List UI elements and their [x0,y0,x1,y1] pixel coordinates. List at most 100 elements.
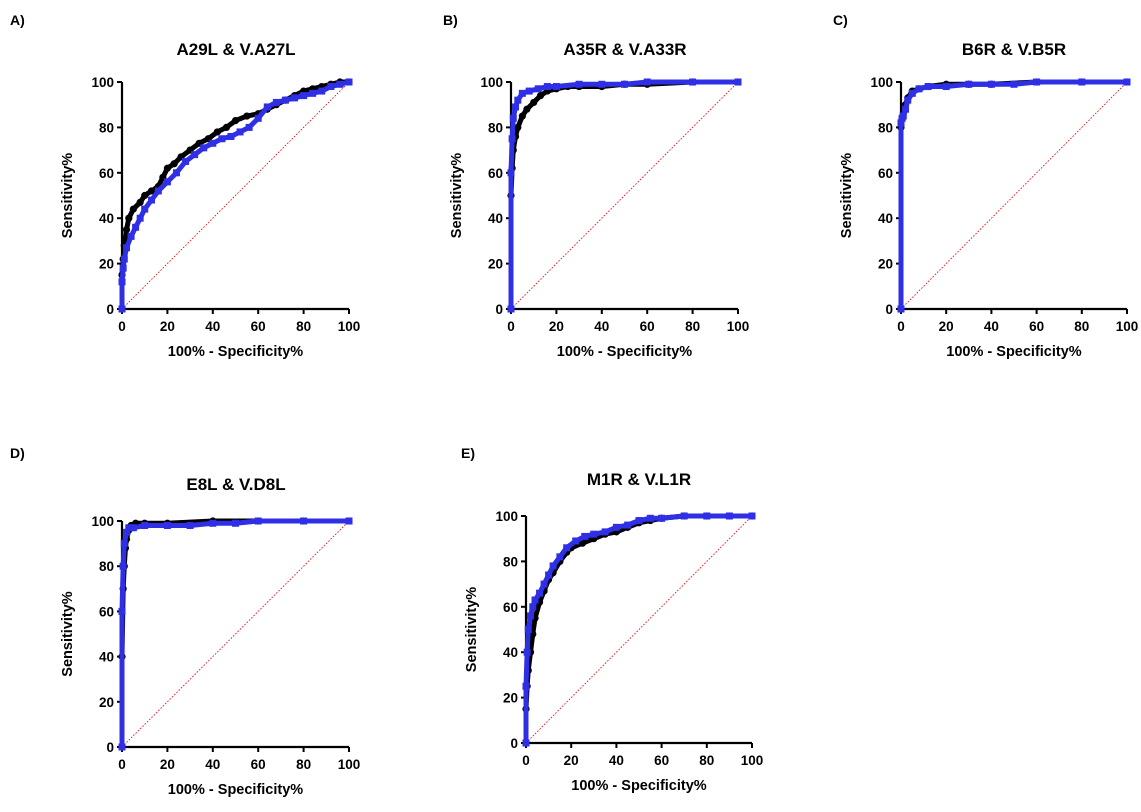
roc-point [318,87,326,95]
y-tick-label: 40 [503,645,518,660]
chart-title: M1R & V.L1R [587,470,691,489]
roc-point [336,80,344,88]
roc-point [227,132,235,140]
roc-point [345,78,353,86]
panel-letter: B) [443,12,458,28]
roc-series-2 [507,78,742,313]
roc-point [549,562,557,570]
roc-panel-3: C) B6R & V.B5R 0 20 40 60 80 100 0 20 40 60 80 100 100… [833,12,1138,360]
x-tick-label: 60 [251,319,266,334]
roc-point [272,98,280,106]
y-axis-label: Sensitivity% [60,591,76,677]
x-tick-label: 100 [727,319,750,334]
roc-point [147,187,156,195]
roc-point [309,89,317,97]
roc-point [527,612,535,620]
roc-point [507,169,515,177]
roc-point [123,244,131,252]
roc-point [987,80,995,88]
y-tick-label: 40 [488,211,503,226]
roc-point [575,80,583,88]
roc-point [186,522,194,530]
y-tick-label: 20 [99,695,114,710]
y-tick-label: 60 [488,166,503,181]
roc-point [899,112,907,120]
reference-diagonal [121,520,350,748]
roc-point [531,596,539,604]
roc-point [231,116,240,125]
y-tick-label: 60 [99,166,114,181]
roc-point [578,539,587,547]
roc-point [123,528,131,536]
roc-panel-5: E) M1R & V.L1R 0 20 40 60 80 100 0 20 40 60 80 100 100… [461,445,763,794]
roc-point [119,264,127,272]
x-axis-label: 100% - Specificity% [571,778,706,794]
reference-diagonal [510,81,739,310]
roc-point [507,305,515,313]
x-tick-label: 0 [118,319,126,334]
x-tick-label: 20 [939,319,954,334]
roc-point [525,87,533,95]
y-tick-label: 0 [885,302,893,317]
roc-point [243,112,251,120]
x-axis-label: 100% - Specificity% [557,344,692,360]
roc-point [1123,78,1131,86]
roc-point [1078,78,1086,86]
y-tick-label: 0 [495,302,503,317]
roc-point [132,223,140,231]
roc-panel-4: D) E8L & V.D8L 0 20 40 60 80 100 0 20 40 60 80 100 100… [10,445,360,798]
roc-point [191,151,199,159]
roc-point [703,512,711,520]
roc-point [141,522,149,530]
roc-point [232,519,239,527]
x-tick-label: 40 [594,319,609,334]
roc-point [536,589,544,597]
roc-point [689,78,697,86]
x-tick-label: 60 [1029,319,1044,334]
reference-diagonal [900,81,1128,310]
roc-point [523,105,531,113]
x-tick-label: 20 [564,753,579,768]
x-tick-label: 20 [549,319,564,334]
y-axis-label: Sensitivity% [60,153,76,239]
roc-point [141,205,149,213]
x-tick-label: 80 [685,319,700,334]
x-tick-label: 0 [507,319,515,334]
roc-point [904,96,912,104]
roc-point [522,682,530,690]
y-tick-label: 100 [495,509,518,524]
roc-point [540,580,548,588]
roc-point [125,214,133,222]
roc-point [129,524,137,532]
roc-point [291,94,299,102]
x-tick-label: 40 [609,753,624,768]
roc-point [908,89,916,97]
x-tick-label: 100 [1116,319,1139,334]
roc-point [680,512,688,520]
y-tick-label: 80 [99,120,114,135]
roc-point [245,123,253,131]
roc-point [897,305,905,313]
roc-point [915,85,923,93]
x-tick-label: 0 [897,319,905,334]
y-tick-label: 40 [99,211,114,226]
y-tick-label: 0 [106,740,114,755]
x-tick-label: 0 [522,753,530,768]
roc-point [536,92,545,100]
x-axis-label: 100% - Specificity% [168,344,303,360]
y-tick-label: 100 [91,75,114,90]
chart-title: E8L & V.D8L [186,475,285,494]
chart-title: B6R & V.B5R [962,40,1066,59]
roc-point [514,96,522,104]
x-tick-label: 60 [654,753,669,768]
y-axis-label: Sensitivity% [839,153,855,239]
chart-title: A29L & V.A27L [176,40,295,59]
roc-point [209,139,217,147]
roc-point [120,255,128,263]
roc-point [300,92,308,100]
y-tick-label: 80 [878,120,893,135]
roc-point [129,205,137,213]
x-axis-label: 100% - Specificity% [168,782,303,798]
panel-letter: D) [10,445,25,461]
roc-point [965,80,973,88]
